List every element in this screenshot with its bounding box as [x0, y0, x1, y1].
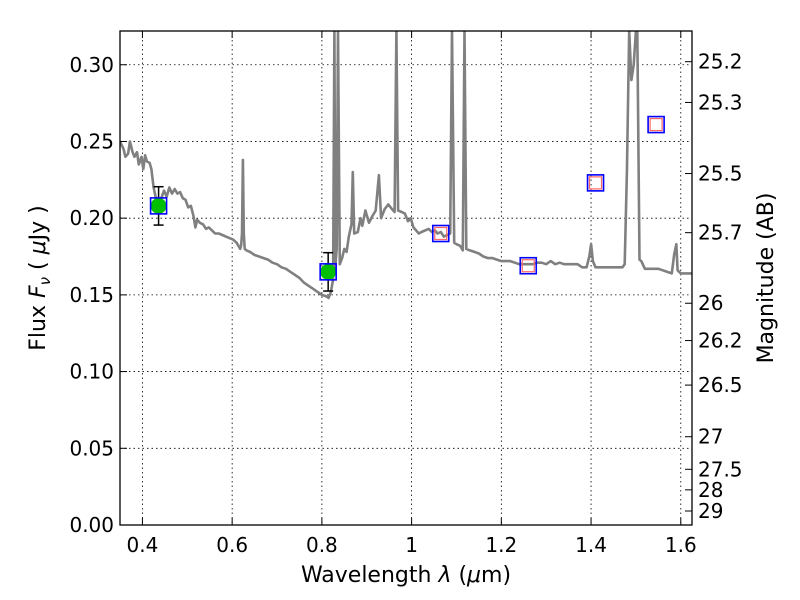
x-tick-label: 1 [405, 533, 418, 557]
model-photometry-marker [647, 115, 665, 134]
plot-area [120, 31, 692, 300]
mag-tick-label: 25.3 [698, 90, 743, 114]
observed-flux-point [150, 197, 167, 214]
mag-tick-label: 29 [698, 499, 723, 523]
model-spectrum-line [120, 31, 692, 300]
y-axis-right-label: Magnitude (AB) [754, 193, 779, 364]
mag-tick-label: 25.7 [698, 221, 743, 245]
upper-limit-marker [434, 226, 448, 241]
y-tick-label: 0.25 [69, 129, 114, 153]
y-tick-label: 0.15 [69, 283, 114, 307]
ticks: 0.4 0.6 0.8 1 1.2 1.4 1.6 0.00 0.05 0.10 0.15 0.20 0… [69, 31, 743, 557]
mag-tick-label: 27 [698, 425, 723, 449]
model-photometry-marker [431, 224, 450, 243]
y-tick-label: 0.20 [69, 206, 114, 230]
x-tick-label: 1.6 [665, 533, 697, 557]
x-tick-label: 1.2 [485, 533, 517, 557]
y-tick-label: 0.30 [69, 53, 114, 77]
plot-frame [119, 30, 693, 526]
observed-flux-point [320, 263, 337, 280]
y-axis-label: Flux Fν ( μJy ) [26, 205, 54, 350]
x-axis-label: Wavelength λ (μm) [301, 563, 511, 588]
model-photometry-marker [149, 197, 168, 215]
mag-tick-label: 26.2 [698, 329, 743, 353]
y-tick-label: 0.00 [69, 513, 114, 537]
upper-limit-marker [521, 259, 535, 273]
x-tick-label: 0.4 [127, 533, 159, 557]
model-photometry-marker [586, 174, 605, 192]
mag-tick-label: 26.5 [698, 373, 743, 397]
y-tick-label: 0.10 [69, 360, 114, 384]
mag-tick-label: 28 [698, 478, 723, 502]
upper-limit-marker [588, 176, 603, 190]
mag-tick-label: 26 [698, 291, 723, 315]
mag-tick-label: 25.2 [698, 50, 743, 74]
x-tick-label: 0.6 [216, 533, 248, 557]
x-tick-label: 1.4 [575, 533, 607, 557]
y-tick-label: 0.05 [69, 436, 114, 460]
x-tick-label: 0.8 [306, 533, 338, 557]
model-photometry-marker [319, 263, 337, 281]
mag-tick-label: 27.5 [698, 457, 743, 481]
mag-tick-label: 25.5 [698, 162, 743, 186]
upper-limit-marker [649, 117, 663, 132]
model-photometry-marker [519, 256, 538, 275]
